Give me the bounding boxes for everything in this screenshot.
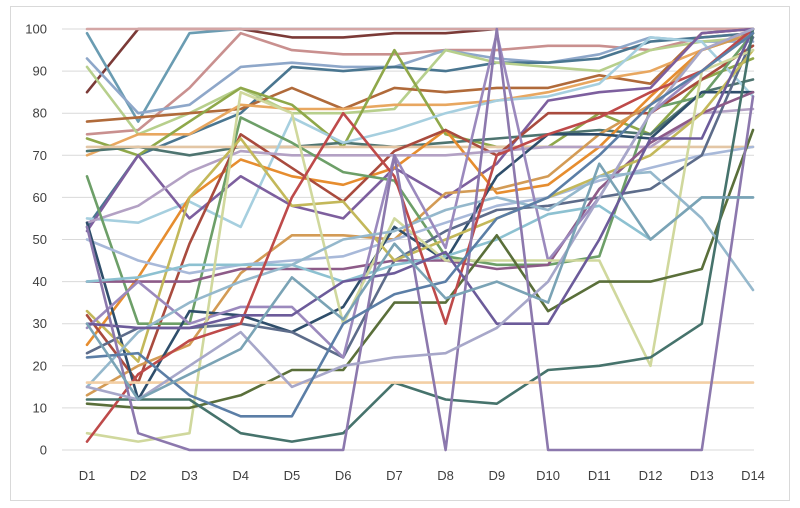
x-tick-label: D12 — [639, 468, 663, 483]
series-line-15 — [85, 31, 755, 347]
x-tick-label: D4 — [232, 468, 249, 483]
series-line-22 — [85, 36, 755, 359]
series-line-5 — [85, 36, 755, 115]
x-tick-label: D3 — [181, 468, 198, 483]
y-tick-label: 70 — [33, 148, 47, 163]
x-tick-label: D14 — [741, 468, 765, 483]
x-tick-label: D10 — [536, 468, 560, 483]
x-tick-label: D2 — [130, 468, 147, 483]
series-line-25 — [85, 196, 755, 283]
series-line-36 — [85, 31, 755, 418]
series-line-14 — [85, 27, 755, 233]
x-tick-label: D9 — [489, 468, 506, 483]
y-tick-label: 80 — [33, 106, 47, 121]
series-line-17 — [85, 107, 755, 224]
series-line-35 — [85, 27, 755, 401]
y-axis-ticks: 0 10 20 30 40 50 60 70 80 90 100 — [25, 22, 47, 458]
x-tick-label: D8 — [437, 468, 454, 483]
x-tick-label: D13 — [690, 468, 714, 483]
series-line-32 — [85, 27, 755, 443]
y-tick-label: 60 — [33, 190, 47, 205]
series-line-13 — [85, 36, 755, 229]
y-tick-label: 30 — [33, 316, 47, 331]
x-tick-label: D5 — [284, 468, 301, 483]
series-line-27 — [85, 48, 755, 443]
y-tick-label: 20 — [33, 358, 47, 373]
x-axis-ticks: D1 D2 D3 D4 D5 D6 D7 D8 D9 D10 D11 D12 D13 D14 — [79, 468, 765, 483]
y-tick-label: 0 — [40, 443, 47, 458]
x-tick-label: D11 — [588, 468, 611, 483]
x-tick-label: D1 — [79, 468, 96, 483]
y-tick-label: 10 — [33, 400, 47, 415]
series-line-37 — [85, 162, 755, 401]
series-line-4 — [85, 31, 755, 136]
x-tick-label: D7 — [386, 468, 403, 483]
series-group — [85, 27, 755, 452]
series-line-21 — [85, 90, 755, 401]
y-tick-label: 50 — [33, 232, 47, 247]
series-line-7 — [85, 36, 755, 136]
series-line-19 — [85, 31, 755, 326]
series-line-30 — [85, 27, 755, 443]
series-line-31 — [85, 27, 755, 330]
series-line-34 — [85, 27, 755, 452]
series-line-29 — [85, 170, 755, 389]
y-tick-label: 100 — [25, 22, 47, 37]
x-tick-label: D6 — [335, 468, 352, 483]
y-tick-label: 40 — [33, 274, 47, 289]
series-line-9 — [85, 27, 755, 157]
y-tick-label: 90 — [33, 64, 47, 79]
series-line-20 — [85, 145, 755, 275]
